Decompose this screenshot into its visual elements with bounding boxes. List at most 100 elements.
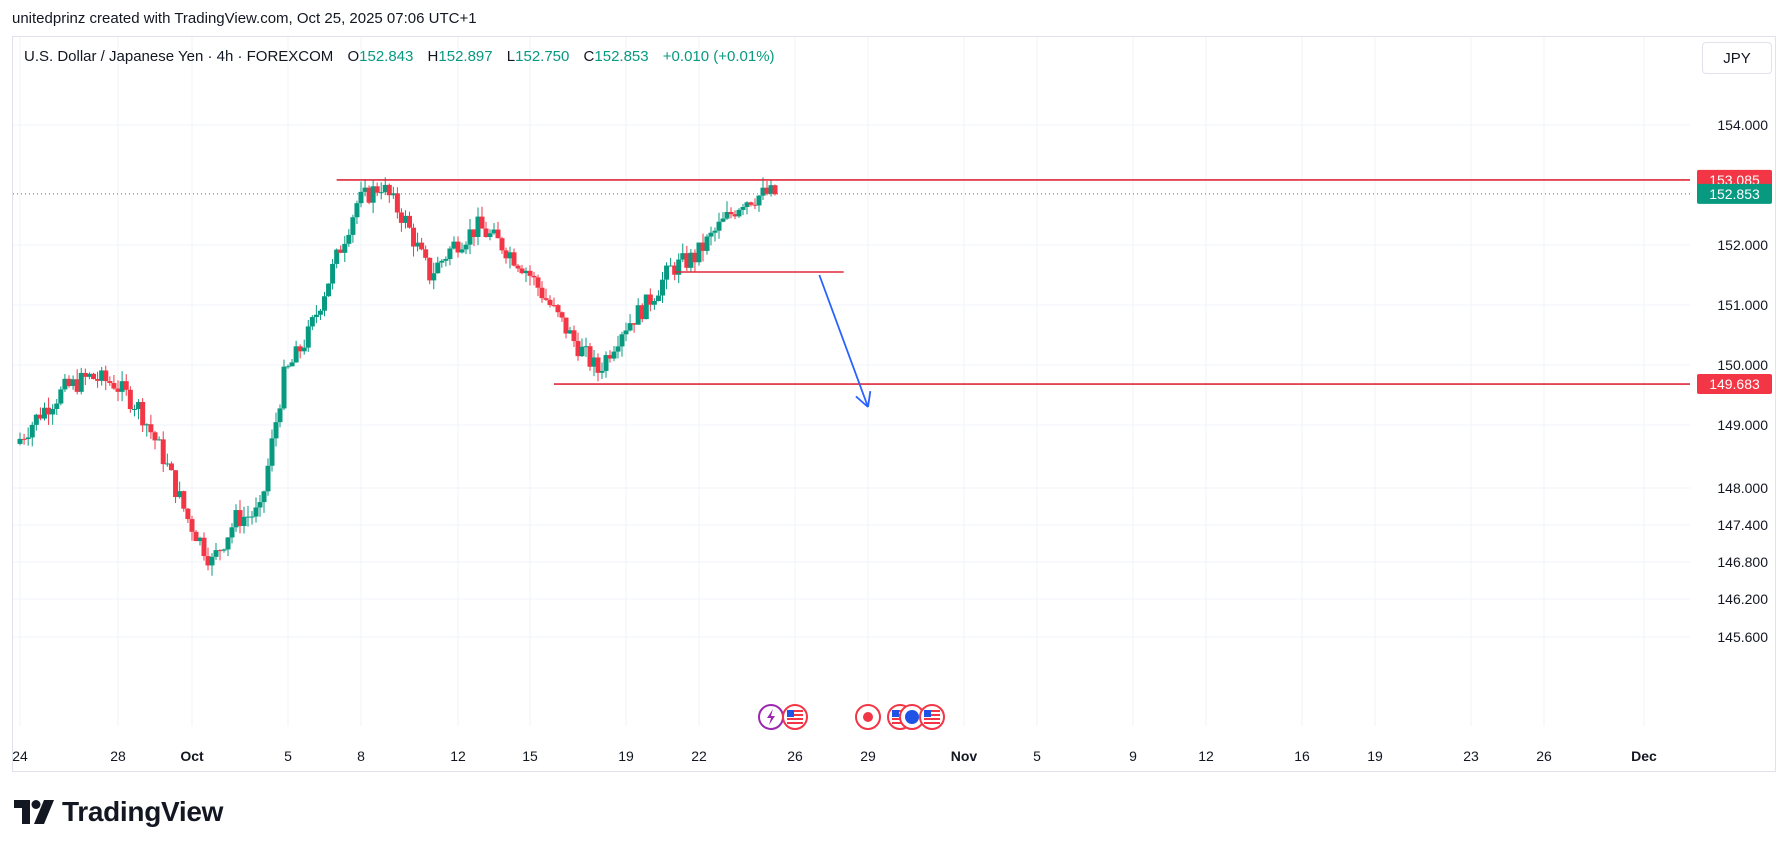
projection-arrow-shaft[interactable] — [818, 274, 869, 408]
current-price-badge-bg[interactable] — [1697, 183, 1772, 204]
candle-body — [643, 294, 649, 320]
event-markers[interactable] — [758, 704, 945, 730]
candle-body — [265, 465, 271, 492]
candle-body — [708, 232, 714, 237]
candle-body — [95, 379, 101, 381]
us-flag-stripe — [787, 710, 803, 712]
candle-body — [317, 310, 323, 315]
candle-body — [423, 249, 429, 258]
time-tick-label: 9 — [1129, 748, 1137, 764]
candle-body — [103, 370, 109, 382]
candle-body — [455, 241, 461, 253]
candle-body — [225, 537, 231, 550]
candle-body — [627, 323, 633, 331]
candle-body — [676, 259, 682, 275]
candle-body — [217, 550, 223, 552]
jp-flag-icon[interactable] — [855, 704, 881, 730]
time-tick-label: 5 — [284, 748, 292, 764]
candle-body — [591, 357, 597, 367]
candle-body — [241, 516, 247, 527]
time-tick-label: 26 — [1536, 748, 1552, 764]
time-tick-label: 22 — [691, 748, 707, 764]
low-label: L — [506, 48, 516, 65]
candle-body — [82, 372, 88, 377]
candle-body — [720, 218, 726, 222]
projection-arrow[interactable] — [818, 274, 872, 408]
high-label: H — [427, 48, 439, 65]
candle-body — [350, 217, 356, 235]
price-tick-label: 152.000 — [1717, 237, 1768, 253]
time-axis[interactable]: 24 28 Oct 5 8 12 15 19 22 26 29 Nov 5 9 12 16 19 23 26 Dec — [12, 748, 1657, 764]
candle-body — [322, 296, 327, 311]
time-tick-label: 5 — [1033, 748, 1041, 764]
candle-body — [503, 250, 509, 259]
us-flag-stripe — [787, 718, 803, 720]
level-badge-low-bg[interactable] — [1697, 374, 1772, 395]
candle-body — [62, 378, 68, 390]
candle-body — [330, 263, 336, 284]
candle-body — [249, 516, 255, 518]
candle-body — [281, 366, 287, 409]
symbol-title[interactable]: U.S. Dollar / Japanese Yen · 4h · FOREXC… — [24, 48, 334, 65]
candle-body — [309, 317, 315, 327]
tradingview-logo[interactable]: TradingView — [14, 796, 223, 828]
candle-body — [374, 186, 380, 193]
candle-body — [419, 242, 425, 250]
price-tick-label: 146.800 — [1717, 554, 1768, 570]
candle-body — [273, 422, 279, 439]
candle-body — [370, 186, 376, 203]
candle-body — [127, 389, 133, 409]
candle-body — [603, 355, 609, 371]
candle-body — [756, 195, 762, 206]
candle-body — [66, 378, 72, 387]
candle-body — [54, 403, 60, 409]
candle-body — [386, 184, 392, 196]
candle-body — [193, 531, 199, 542]
tradingview-wordmark: TradingView — [62, 796, 224, 827]
candle-body — [301, 347, 307, 352]
us-flag-icon[interactable] — [919, 704, 945, 730]
candle-body — [358, 191, 364, 204]
candle-body — [639, 305, 645, 320]
candle-body — [411, 227, 417, 247]
lightning-icon[interactable] — [758, 704, 784, 730]
price-axis[interactable]: 154.000 152.000 151.000 150.000 149.000 148.0… — [1697, 117, 1772, 645]
projection-arrow-head[interactable] — [855, 395, 869, 408]
price-tick-label: 154.000 — [1717, 117, 1768, 133]
candle-body — [326, 283, 332, 297]
currency-button[interactable]: JPY — [1702, 42, 1772, 74]
horizontal-levels[interactable] — [13, 179, 1690, 385]
candle-body — [378, 192, 384, 194]
candle-body — [704, 236, 710, 251]
projection-arrow-head[interactable] — [867, 391, 872, 408]
price-tick-label: 149.000 — [1717, 417, 1768, 433]
candle-body — [407, 215, 412, 228]
candle-body — [197, 537, 203, 542]
candle-body — [555, 305, 561, 313]
candle-series — [17, 177, 778, 576]
candle-body — [185, 508, 191, 520]
candle-body — [237, 510, 243, 527]
candle-body — [459, 249, 465, 253]
candle-body — [559, 312, 565, 318]
candle-body — [394, 193, 400, 213]
current-price-badge[interactable]: 152.853 — [1709, 186, 1760, 202]
candle-body — [752, 204, 758, 206]
us-flag-stripe — [924, 718, 940, 720]
candle-body — [431, 273, 437, 281]
time-tick-label: 19 — [618, 748, 634, 764]
candle-body — [398, 212, 404, 223]
level-badge-low[interactable]: 149.683 — [1709, 376, 1760, 392]
candle-body — [439, 260, 445, 263]
price-tick-label: 150.000 — [1717, 357, 1768, 373]
candle-body — [201, 537, 207, 557]
candle-body — [680, 253, 686, 260]
candle-body — [547, 299, 553, 306]
grid-lines — [13, 37, 1690, 726]
candle-body — [696, 242, 702, 263]
candle-body — [189, 519, 195, 532]
candle-body — [479, 216, 485, 229]
us-flag-icon[interactable] — [782, 704, 808, 730]
candle-body — [595, 357, 601, 373]
